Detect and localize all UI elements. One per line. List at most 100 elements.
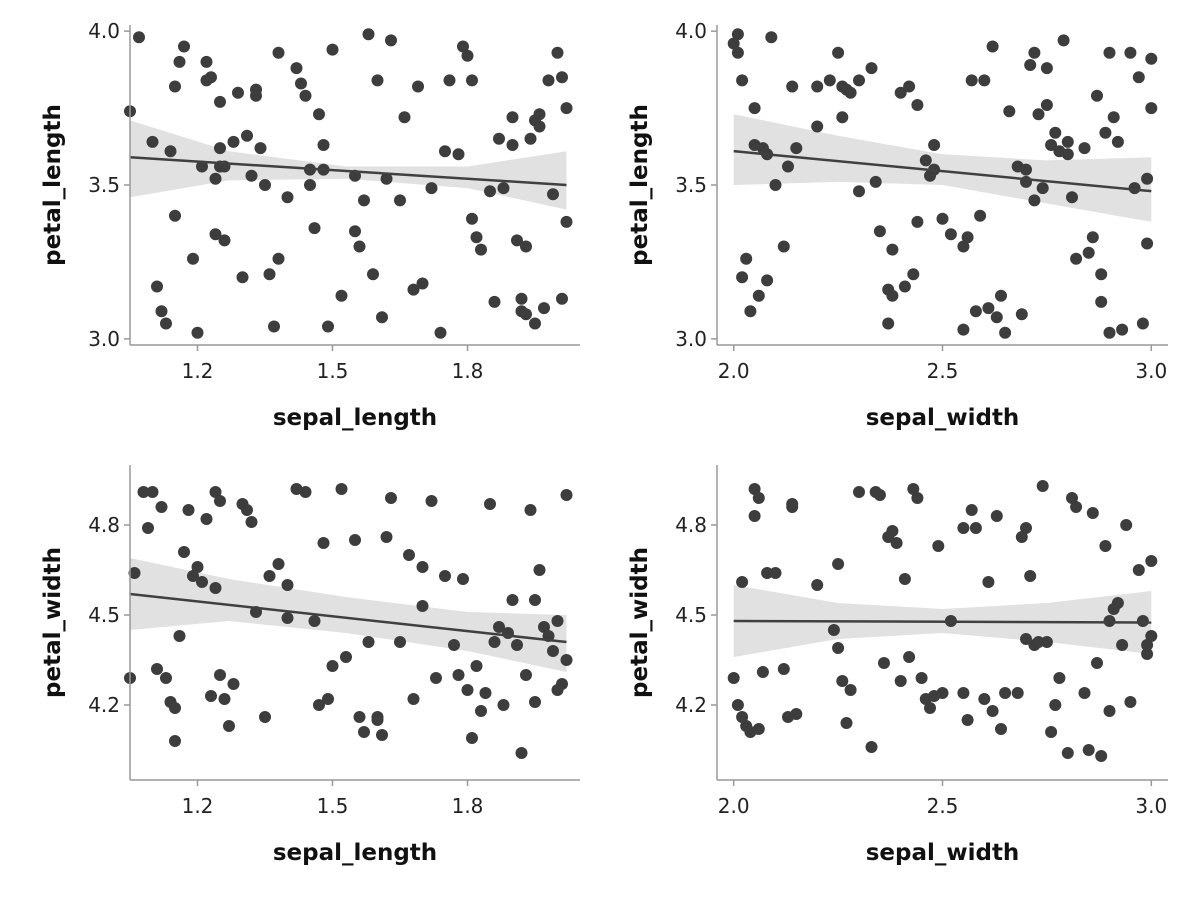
- scatter-point: [209, 172, 222, 185]
- scatter-point: [434, 326, 447, 339]
- scatter-point: [506, 139, 519, 151]
- scatter-point: [191, 326, 204, 339]
- scatter-point: [353, 240, 366, 253]
- scatter-point: [1066, 191, 1078, 204]
- scatter-point: [827, 624, 840, 636]
- scatter-point: [515, 292, 528, 305]
- scatter-point: [466, 732, 478, 744]
- scatter-point: [1066, 492, 1078, 504]
- scatter-point: [529, 696, 541, 708]
- scatter-point: [227, 135, 240, 148]
- scatter-point: [353, 711, 366, 723]
- scatter-point: [146, 486, 159, 498]
- scatter-point: [978, 693, 991, 705]
- scatter-point: [1078, 687, 1091, 699]
- scatter-point: [1095, 268, 1108, 281]
- scatter-point: [1082, 246, 1095, 259]
- x-tick-label: 2.5: [927, 359, 959, 383]
- scatter-point: [932, 540, 945, 552]
- scatter-point: [371, 711, 384, 723]
- scatter-point: [475, 243, 487, 256]
- y-tick-label: 3.5: [88, 173, 120, 197]
- scatter-point: [394, 194, 406, 207]
- scatter-point: [1020, 522, 1032, 534]
- scatter-point: [376, 729, 388, 741]
- scatter-point: [187, 252, 199, 265]
- scatter-point: [380, 172, 393, 185]
- y-tick-label: 4.0: [88, 19, 120, 43]
- scatter-point: [886, 289, 899, 302]
- scatter-point: [488, 295, 501, 308]
- scatter-point: [731, 699, 744, 711]
- scatter-point: [236, 271, 249, 284]
- scatter-point: [844, 86, 857, 99]
- scatter-point: [493, 621, 505, 633]
- scatter-point: [245, 169, 258, 182]
- scatter-point: [911, 492, 924, 504]
- scatter-point: [1141, 237, 1154, 250]
- scatter-point: [214, 669, 226, 681]
- scatter-point: [1011, 687, 1024, 699]
- panel-sepal-width-vs-petal-width: 2.0 2.5 3.0 4.2 4.5 4.8 sepal_width petal_width: [627, 465, 1168, 866]
- scatter-point: [362, 28, 375, 41]
- scatter-point: [416, 277, 429, 290]
- scatter-point: [1116, 639, 1129, 651]
- scatter-point: [182, 504, 195, 516]
- y-tick-label: 3.0: [675, 327, 707, 351]
- scatter-point: [978, 74, 991, 87]
- scatter-point: [1036, 182, 1049, 195]
- scatter-point: [1070, 252, 1083, 265]
- scatter-point: [461, 684, 474, 696]
- scatter-point: [957, 240, 970, 253]
- scatter-point: [272, 558, 285, 570]
- scatter-point: [731, 46, 744, 59]
- scatter-point: [295, 77, 307, 90]
- scatter-point: [903, 651, 916, 663]
- scatter-point: [1045, 139, 1058, 151]
- scatter-point: [840, 717, 853, 729]
- scatter-point: [811, 120, 824, 133]
- scatter-point: [961, 714, 974, 726]
- scatter-point: [524, 504, 537, 516]
- scatter-point: [506, 111, 519, 124]
- scatter-point: [493, 132, 505, 145]
- scatter-point: [832, 558, 845, 570]
- scatter-point: [214, 95, 226, 108]
- scatter-point: [484, 185, 496, 198]
- scatter-point: [911, 215, 924, 228]
- scatter-point: [736, 576, 749, 588]
- scatter-point: [196, 576, 208, 588]
- scatter-point: [1040, 636, 1053, 648]
- scatter-point: [551, 615, 564, 627]
- scatter-point: [299, 486, 312, 498]
- scatter-point: [218, 693, 231, 705]
- scatter-point: [376, 311, 388, 324]
- scatter-point: [944, 228, 957, 241]
- scatter-point: [853, 74, 865, 87]
- y-tick-label: 4.2: [88, 693, 120, 717]
- scatter-point: [223, 720, 235, 732]
- scatter-point: [748, 483, 761, 495]
- scatter-point: [1136, 317, 1149, 330]
- scatter-point: [430, 672, 442, 684]
- scatter-point: [869, 175, 882, 188]
- x-axis-label: sepal_length: [273, 405, 437, 431]
- scatter-point: [529, 317, 541, 330]
- scatter-point: [457, 573, 469, 585]
- scatter-point: [936, 212, 949, 225]
- scatter-point: [259, 179, 271, 191]
- scatter-point: [1057, 34, 1070, 47]
- scatter-point: [394, 636, 406, 648]
- scatter-point: [1036, 480, 1049, 492]
- y-axis-label: petal_width: [40, 547, 66, 698]
- scatter-point: [740, 252, 753, 265]
- scatter-point: [403, 549, 415, 561]
- scatter-point: [1078, 142, 1091, 155]
- scatter-point: [155, 501, 168, 513]
- scatter-point: [560, 654, 573, 666]
- scatter-point: [533, 108, 546, 121]
- scatter-point: [919, 154, 932, 167]
- scatter-point: [769, 567, 782, 579]
- scatter-point: [488, 636, 501, 648]
